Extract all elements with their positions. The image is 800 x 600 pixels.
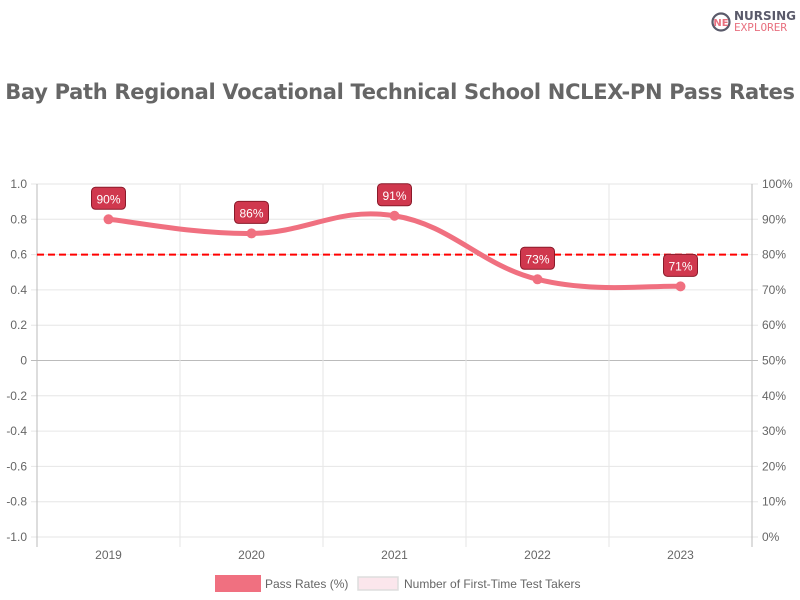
right-tick-label: 0% xyxy=(762,530,780,544)
svg-text:NE: NE xyxy=(713,18,728,29)
data-point xyxy=(246,228,257,239)
pass-rate-line xyxy=(106,211,683,291)
left-tick-label: 0.4 xyxy=(10,283,27,297)
data-label-text: 91% xyxy=(382,189,406,203)
right-tick-label: 70% xyxy=(762,283,786,297)
data-label-box xyxy=(663,253,698,277)
left-tick-label: 0.2 xyxy=(10,318,27,332)
data-label-text: 73% xyxy=(525,252,549,266)
data-label-box xyxy=(377,183,412,207)
left-tick-label: 0.8 xyxy=(10,212,27,226)
legend-swatch-test-takers xyxy=(357,576,399,591)
right-tick-label: 10% xyxy=(762,495,786,509)
right-tick-label: 50% xyxy=(762,354,786,368)
logo-line2: EXPLORER xyxy=(734,21,787,34)
nursing-explorer-logo: NE NURSING EXPLORER xyxy=(710,8,800,34)
data-label: 71% xyxy=(663,253,698,277)
left-tick-label: -0.8 xyxy=(6,495,27,509)
data-point xyxy=(389,210,400,221)
x-tick-label: 2022 xyxy=(524,548,551,562)
left-tick-label: 1.0 xyxy=(10,177,27,191)
data-point xyxy=(675,281,686,292)
right-tick-label: 40% xyxy=(762,389,786,403)
right-tick-label: 60% xyxy=(762,318,786,332)
right-tick-label: 90% xyxy=(762,212,786,226)
left-tick-label: -0.2 xyxy=(6,389,27,403)
left-tick-label: -0.6 xyxy=(6,459,27,473)
data-label-box xyxy=(91,186,126,210)
chart-title: Bay Path Regional Vocational Technical S… xyxy=(5,80,795,104)
x-tick-label: 2019 xyxy=(95,548,122,562)
data-label-text: 90% xyxy=(96,192,120,206)
left-tick-label: -0.4 xyxy=(6,424,27,438)
data-label-text: 71% xyxy=(668,259,692,273)
data-label: 90% xyxy=(91,186,126,210)
data-point xyxy=(532,274,543,285)
right-tick-label: 80% xyxy=(762,248,786,262)
legend-label-test-takers: Number of First-Time Test Takers xyxy=(404,577,580,591)
legend-label-pass-rates: Pass Rates (%) xyxy=(265,577,348,591)
data-label: 73% xyxy=(520,246,555,270)
logo-icon: NE xyxy=(711,12,731,32)
x-tick-label: 2020 xyxy=(238,548,265,562)
data-label-text: 86% xyxy=(239,206,263,220)
left-tick-label: 0.6 xyxy=(10,248,27,262)
left-tick-label: 0 xyxy=(20,354,27,368)
x-tick-label: 2021 xyxy=(381,548,408,562)
data-label: 91% xyxy=(377,183,412,207)
x-tick-label: 2023 xyxy=(667,548,694,562)
right-tick-label: 20% xyxy=(762,459,786,473)
left-tick-label: -1.0 xyxy=(6,530,27,544)
data-label: 86% xyxy=(234,200,269,224)
legend-swatch-pass-rates xyxy=(215,575,261,592)
data-label-box xyxy=(234,200,269,224)
data-label-box xyxy=(520,246,555,270)
data-point xyxy=(103,214,114,225)
right-tick-label: 30% xyxy=(762,424,786,438)
logo-line1: NURSING xyxy=(734,9,797,23)
right-tick-label: 100% xyxy=(762,177,793,191)
